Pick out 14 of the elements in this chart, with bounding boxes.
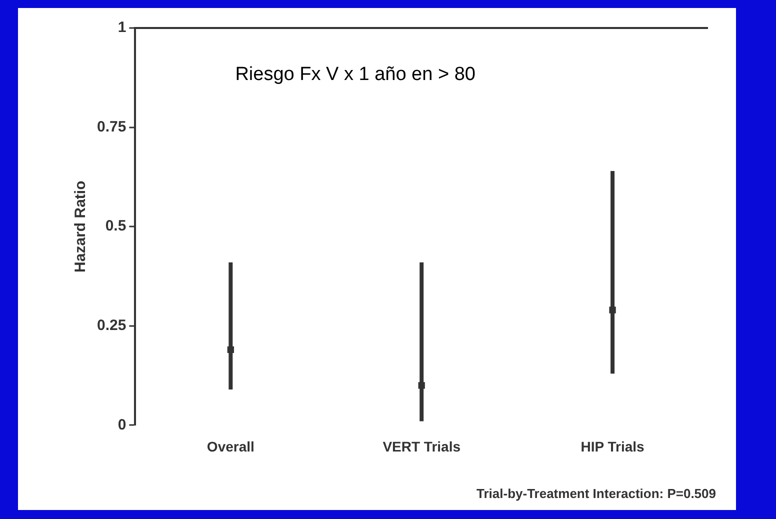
point bbox=[418, 382, 425, 389]
x-tick-label: VERT Trials bbox=[382, 438, 461, 454]
y-axis-title: Hazard Ratio bbox=[72, 180, 90, 272]
point bbox=[227, 346, 234, 354]
x-tick-label: HIP Trials bbox=[580, 438, 645, 454]
annotation: Riesgo Fx V x 1 año en > 80 bbox=[235, 64, 476, 85]
y-tick-label: 0.5 bbox=[105, 218, 126, 235]
text: Trial-by-Treatment Interaction: P=0.509 bbox=[476, 486, 716, 501]
y-tick-label: 0.25 bbox=[96, 317, 126, 334]
y-tick-label: 0 bbox=[118, 416, 126, 434]
y-tick-label: 0.75 bbox=[96, 118, 126, 136]
point bbox=[609, 306, 616, 314]
y-tick-label: 1 bbox=[118, 19, 126, 36]
x-tick-label: Overall bbox=[206, 438, 254, 454]
